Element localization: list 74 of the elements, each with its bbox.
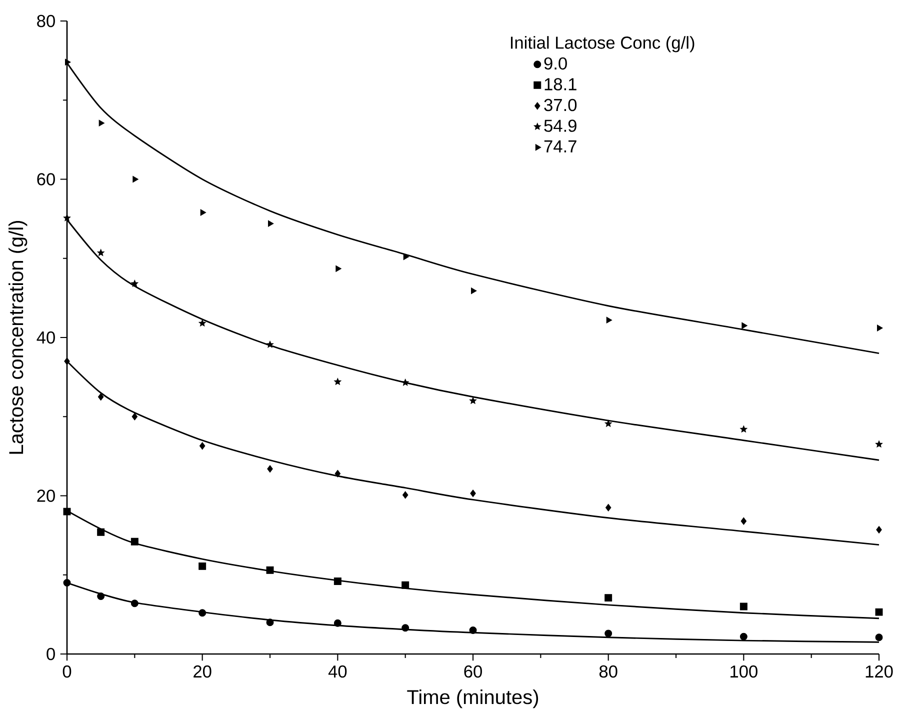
y-tick-label: 0 — [46, 648, 55, 660]
x-axis-title: Time (minutes) — [407, 689, 538, 708]
point — [200, 209, 206, 216]
point — [402, 378, 409, 386]
point — [604, 630, 612, 638]
point — [604, 594, 612, 602]
point — [198, 320, 206, 326]
point — [471, 288, 477, 294]
legend-label: 54.9 — [544, 120, 576, 132]
point — [469, 397, 477, 404]
point — [740, 602, 748, 610]
point — [98, 120, 105, 126]
point — [334, 470, 341, 478]
legend-label: 74.7 — [544, 140, 576, 152]
point — [63, 214, 71, 222]
point — [130, 600, 138, 608]
x-tick-label: 120 — [866, 665, 893, 678]
x-tick-label: 60 — [464, 665, 482, 678]
point — [97, 249, 104, 256]
y-axis-title: Lactose concentration (g/l) — [8, 220, 28, 454]
legend-label: 37.0 — [544, 98, 577, 112]
point — [266, 618, 274, 626]
point — [334, 577, 342, 585]
y-tick-label: 60 — [37, 173, 55, 186]
point — [98, 393, 104, 401]
point — [266, 340, 274, 348]
legend-label: 18.1 — [544, 78, 576, 90]
point — [877, 324, 883, 332]
point — [402, 491, 408, 499]
point — [605, 504, 612, 512]
point — [199, 442, 206, 450]
x-tick-label: 0 — [62, 665, 72, 678]
point — [130, 538, 138, 546]
point — [268, 220, 274, 227]
legend-title: Initial Lactose Conc (g/l) — [510, 36, 694, 52]
x-tick-label: 80 — [599, 665, 618, 678]
point — [875, 440, 883, 448]
x-tick-label: 100 — [730, 665, 758, 678]
point — [63, 579, 71, 587]
point — [740, 426, 748, 432]
point — [402, 624, 410, 632]
legend-label: 9.0 — [544, 57, 567, 70]
point — [740, 632, 748, 640]
point — [469, 626, 477, 634]
point — [97, 528, 105, 536]
y-tick-label: 80 — [37, 14, 55, 28]
point — [740, 517, 747, 525]
point — [63, 508, 71, 516]
point — [403, 254, 410, 260]
point — [875, 608, 883, 616]
point — [334, 619, 342, 627]
point — [132, 412, 138, 420]
point — [132, 176, 138, 183]
y-tick-label: 20 — [37, 490, 55, 502]
x-tick-label: 40 — [328, 665, 347, 678]
x-tick-label: 20 — [194, 665, 212, 678]
point — [470, 490, 476, 498]
point — [334, 378, 342, 385]
point — [875, 634, 883, 642]
point — [198, 562, 206, 570]
point — [742, 322, 748, 329]
point — [604, 420, 612, 427]
point — [876, 526, 882, 534]
point — [606, 316, 612, 324]
point — [97, 592, 105, 600]
point — [198, 609, 206, 617]
point — [64, 358, 70, 365]
y-tick-label: 40 — [36, 331, 55, 344]
point — [266, 566, 274, 574]
point — [336, 265, 342, 272]
point — [402, 581, 410, 589]
point — [131, 280, 138, 287]
point — [65, 58, 71, 66]
point — [267, 465, 273, 473]
